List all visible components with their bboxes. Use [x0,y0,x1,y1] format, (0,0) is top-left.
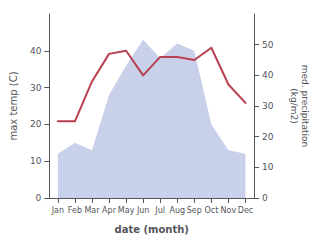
svg-text:Jun: Jun [136,206,150,215]
svg-text:Jul: Jul [154,206,165,215]
svg-text:20: 20 [30,119,42,129]
svg-text:date (month): date (month) [114,224,188,235]
svg-text:Sep: Sep [187,206,202,215]
svg-text:Mar: Mar [84,206,100,215]
svg-text:40: 40 [262,70,274,80]
svg-text:10: 10 [262,162,274,172]
svg-text:30: 30 [262,101,274,111]
svg-text:max temp (C): max temp (C) [8,71,19,140]
svg-text:Oct: Oct [204,206,218,215]
svg-text:40: 40 [30,46,42,56]
svg-text:50: 50 [262,40,274,50]
svg-text:Nov: Nov [221,206,237,215]
svg-text:Dec: Dec [238,206,253,215]
svg-text:0: 0 [262,193,268,203]
svg-text:(kg/m2): (kg/m2) [289,88,299,123]
svg-text:0: 0 [36,193,42,203]
svg-text:Apr: Apr [102,206,117,215]
svg-text:30: 30 [30,83,42,93]
svg-text:20: 20 [262,132,274,142]
svg-text:10: 10 [30,156,42,166]
svg-text:May: May [118,206,135,215]
svg-text:Aug: Aug [169,206,185,215]
svg-text:Jan: Jan [51,206,64,215]
svg-text:med. precipitation: med. precipitation [300,65,310,147]
svg-text:Feb: Feb [68,206,82,215]
